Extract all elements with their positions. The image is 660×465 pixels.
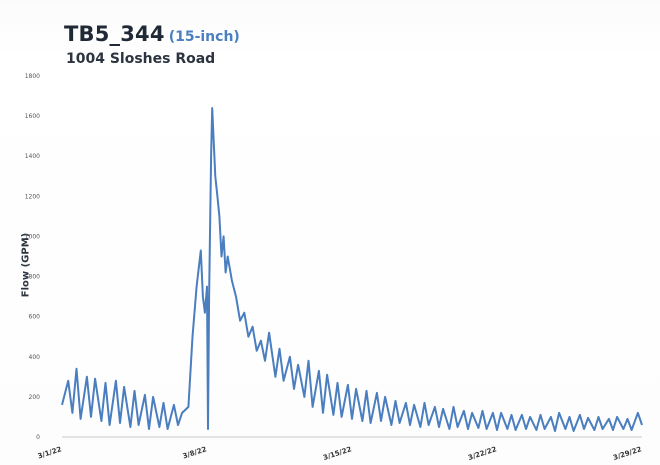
y-tick-label: 1000	[25, 233, 40, 240]
x-axis-ticks: 3/1/22 3/8/22 3/15/22 3/22/22 3/29/22	[37, 445, 643, 462]
y-tick-label: 1600	[25, 113, 40, 120]
y-tick-label: 400	[29, 354, 41, 361]
y-tick-label: 1400	[25, 153, 40, 160]
x-tick-label: 3/15/22	[322, 445, 353, 462]
chart-title-pipe-size: (15-inch)	[168, 29, 240, 45]
chart-title: TB5_344 (15-inch)	[64, 22, 240, 46]
y-tick-label: 0	[36, 434, 40, 441]
y-tick-label: 1800	[25, 73, 40, 80]
y-tick-label: 200	[29, 394, 41, 401]
y-axis-ticks: 0 200 400 600 800 1000 1200 1400 1600 1800	[25, 73, 40, 441]
x-tick-label: 3/1/22	[37, 445, 63, 460]
flow-series-line	[61, 107, 643, 432]
chart-subtitle: 1004 Sloshes Road	[66, 51, 216, 67]
x-tick-label: 3/22/22	[467, 445, 498, 462]
chart-title-main: TB5_344	[64, 22, 165, 46]
x-tick-label: 3/29/22	[612, 445, 643, 462]
x-tick-label: 3/8/22	[182, 445, 208, 460]
y-tick-label: 1200	[25, 193, 40, 200]
y-tick-label: 600	[29, 314, 41, 321]
y-tick-label: 800	[29, 274, 41, 281]
